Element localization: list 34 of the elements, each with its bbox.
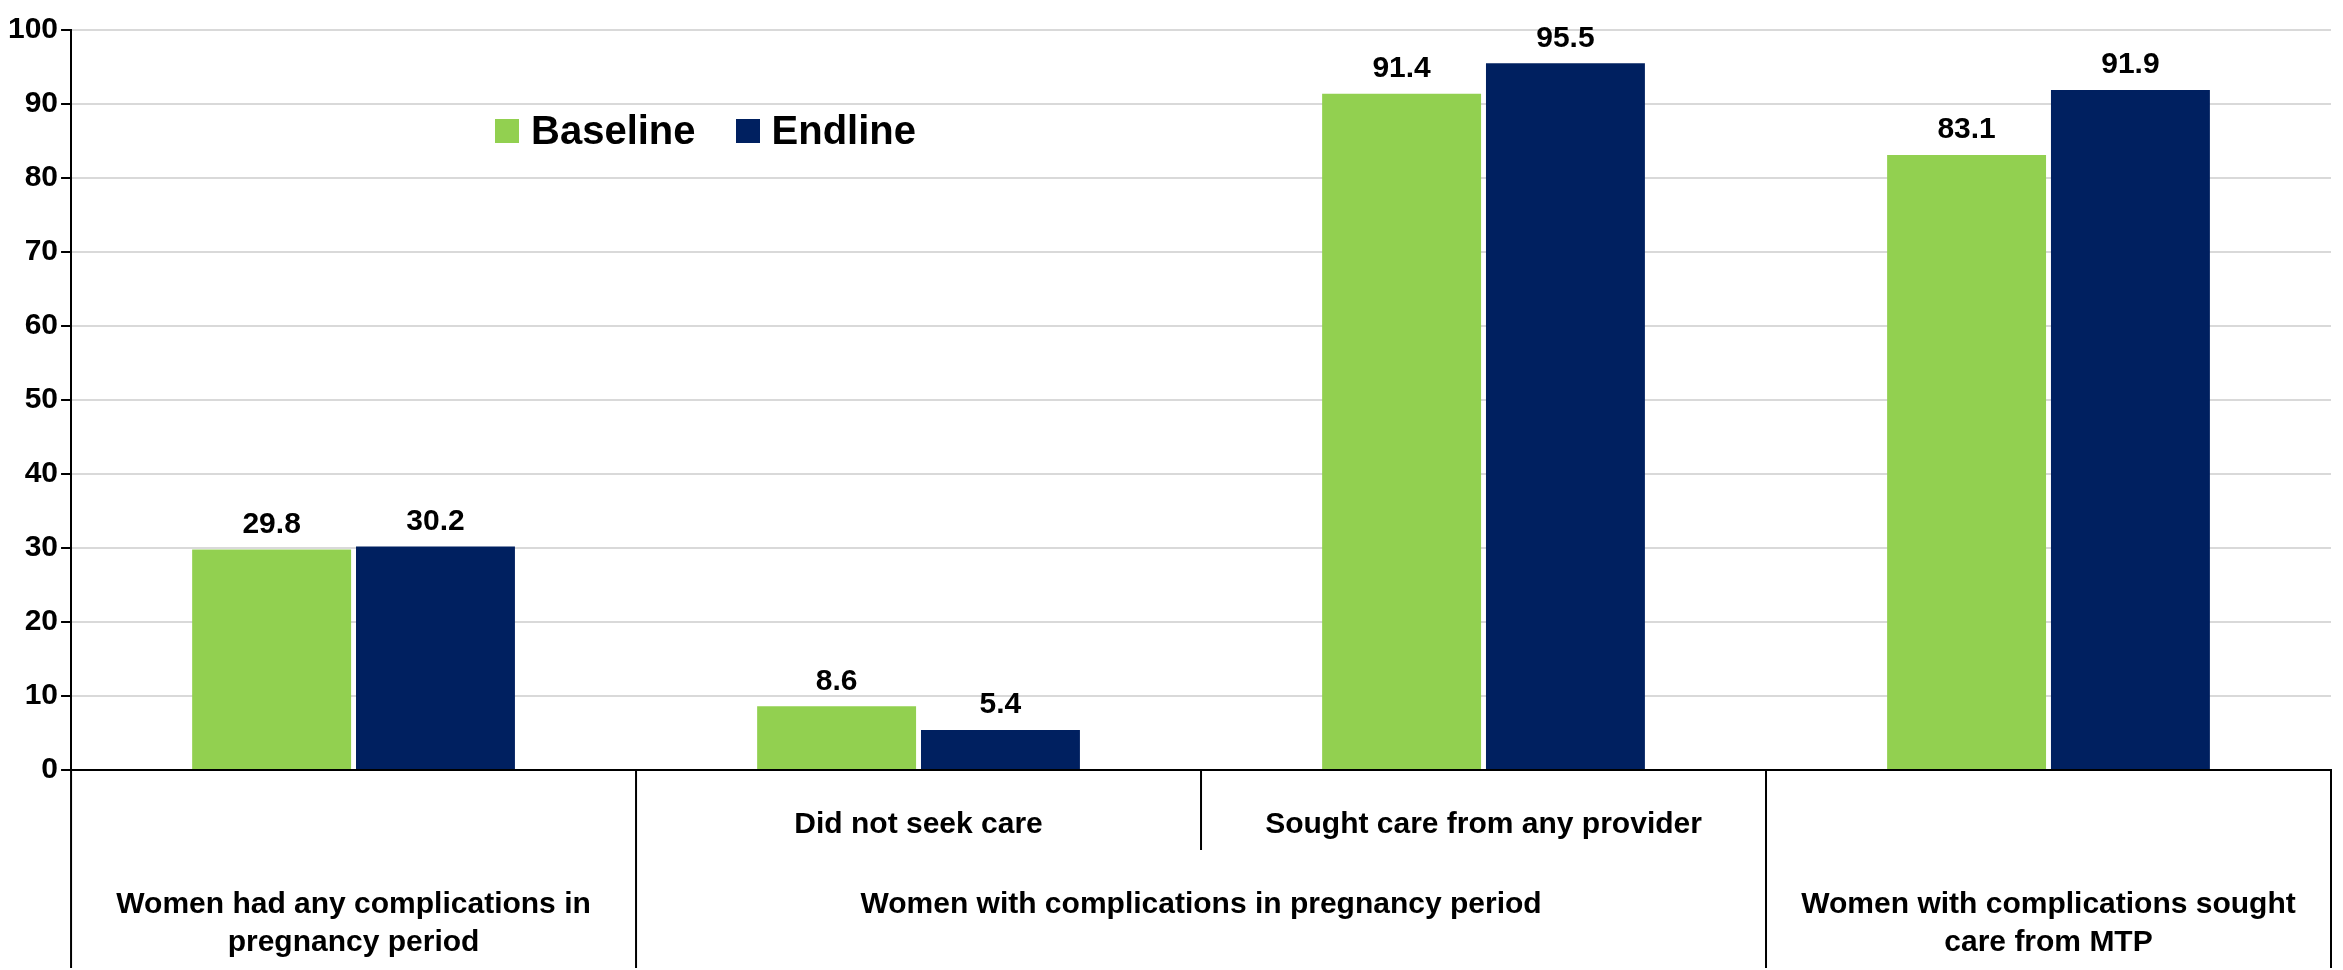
x-tick-label: Did not seek care bbox=[794, 806, 1043, 840]
bar bbox=[192, 549, 352, 769]
y-tick-label: 10 bbox=[24, 677, 59, 711]
bar bbox=[2050, 89, 2210, 769]
x-tick-label: Sought care from any provider bbox=[1265, 806, 1703, 840]
x-tick-label: Women with complications sought care from MTP bbox=[1801, 886, 2296, 958]
data-label: 29.8 bbox=[242, 505, 301, 539]
data-label: 91.9 bbox=[2101, 46, 2160, 80]
data-label: 83.1 bbox=[1937, 111, 1996, 145]
y-tick-label: 0 bbox=[41, 751, 59, 785]
data-label: 30.2 bbox=[406, 502, 465, 536]
data-label: 91.4 bbox=[1372, 49, 1432, 83]
y-tick-label: 100 bbox=[7, 11, 59, 45]
bar bbox=[1887, 155, 2047, 769]
data-label: 8.6 bbox=[815, 662, 858, 696]
text: Women with complications in pregnancy period bbox=[860, 886, 1542, 920]
data-label: 5.4 bbox=[979, 686, 1022, 720]
y-tick-label: 80 bbox=[24, 159, 59, 193]
bar bbox=[1485, 63, 1645, 769]
bar bbox=[1322, 93, 1482, 769]
bar bbox=[920, 730, 1080, 769]
y-tick-label: 70 bbox=[24, 233, 59, 267]
x-tick-label: Women had any complications in pregnancy period bbox=[116, 886, 591, 958]
y-tick-label: 60 bbox=[24, 307, 59, 341]
y-tick-label: 50 bbox=[24, 381, 59, 415]
data-label: 95.5 bbox=[1536, 19, 1595, 53]
bar bbox=[356, 546, 515, 769]
y-tick-label: 20 bbox=[24, 603, 59, 637]
bar bbox=[757, 706, 917, 769]
legend-label: Baseline bbox=[531, 108, 696, 153]
y-tick-label: 90 bbox=[24, 85, 59, 119]
legend-label: Endline bbox=[771, 108, 916, 153]
y-tick-label: 30 bbox=[24, 529, 59, 563]
y-tick-label: 40 bbox=[24, 455, 59, 489]
